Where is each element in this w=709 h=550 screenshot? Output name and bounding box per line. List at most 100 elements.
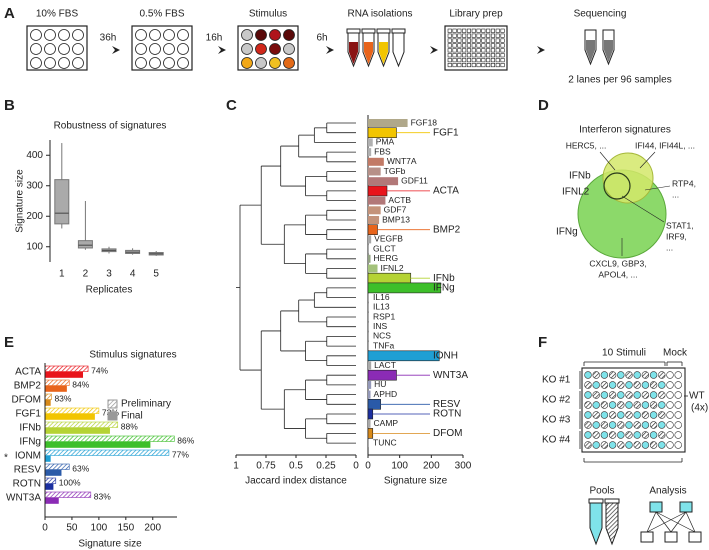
bar [44,393,52,400]
node [649,501,663,513]
legend-label: Preliminary [121,399,171,410]
well [617,381,625,389]
x-tick-label: 100 [391,461,408,472]
well [466,28,472,33]
well [500,62,505,68]
well [592,421,600,429]
seq-liquid [586,40,595,62]
well [584,431,592,439]
well [471,33,476,38]
well [495,38,500,43]
panel-letter: F [538,334,547,351]
pointer [644,185,671,191]
well [462,62,467,68]
well [476,33,481,38]
well [633,441,641,449]
well [600,441,609,449]
bar [44,427,110,434]
category-label: IFNg [433,283,455,294]
bar [44,463,70,470]
bar [44,371,84,378]
well [495,62,500,68]
bar [44,491,92,498]
well [58,29,70,41]
tube-cap [604,498,620,504]
well [177,57,189,69]
well [500,33,505,38]
row-label: KO #1 [542,375,571,386]
well [447,48,452,53]
venn-title: Interferon signatures [579,125,671,136]
control-label: (4x) [691,403,708,414]
well [452,33,457,38]
category-label: RESV [14,465,42,476]
well [633,431,641,439]
plate [581,367,686,453]
well [447,33,452,38]
well [617,411,625,419]
x-axis-label: Replicates [86,285,133,296]
well [600,431,609,439]
well [617,371,625,379]
bar [368,303,369,312]
category-label: FBS [374,146,391,156]
well [674,421,682,429]
bar [368,361,372,370]
category-label: GDF11 [401,175,428,185]
well [592,441,600,449]
well [452,48,457,53]
well [452,38,457,43]
well [674,401,682,409]
well [658,411,666,419]
bar [44,497,59,504]
x-tick-label: 0 [353,461,359,472]
category-label: BMP2 [433,224,461,235]
pool-tube [605,502,619,546]
tube-cap [361,28,376,34]
well [241,43,253,55]
well [600,421,609,429]
category-label: VEGFB [374,234,403,244]
bar [368,264,378,273]
x-tick-label: 1 [59,269,65,280]
category-label: IFNb [19,423,41,434]
well [447,28,452,33]
well [466,43,472,48]
well [471,58,476,63]
overlap-label: 100% [59,477,81,487]
well [462,28,467,33]
well [649,441,658,449]
tube-cap [376,28,391,34]
bar [368,167,381,176]
y-tick-label: 300 [26,180,43,191]
gene-list: APOL4, ... [598,269,637,279]
overlap-label: 83% [54,393,71,403]
node [688,531,702,543]
category-label: INS [373,321,388,331]
well [476,48,481,53]
bar [368,313,369,321]
chart-title: Robustness of signatures [54,121,167,132]
category-label: IFNb [433,273,455,284]
well [641,431,650,439]
x-tick-label: 0.25 [316,461,336,472]
well [608,391,617,399]
bar [368,148,372,157]
well [490,53,496,58]
flag: * [4,453,8,464]
pointer [621,195,665,223]
well [608,411,617,419]
well [633,371,641,379]
tube-liquid [364,42,373,64]
well [447,38,452,43]
bar [368,332,369,341]
overlap-label: 77% [172,449,189,459]
legend-swatch [107,399,118,409]
edge [685,511,696,533]
plate [444,25,508,71]
row-label: KO #3 [542,415,571,426]
category-label: PMA [376,137,395,147]
bar [367,272,412,284]
well [600,381,609,389]
group-label: 10 Stimuli [602,348,646,359]
